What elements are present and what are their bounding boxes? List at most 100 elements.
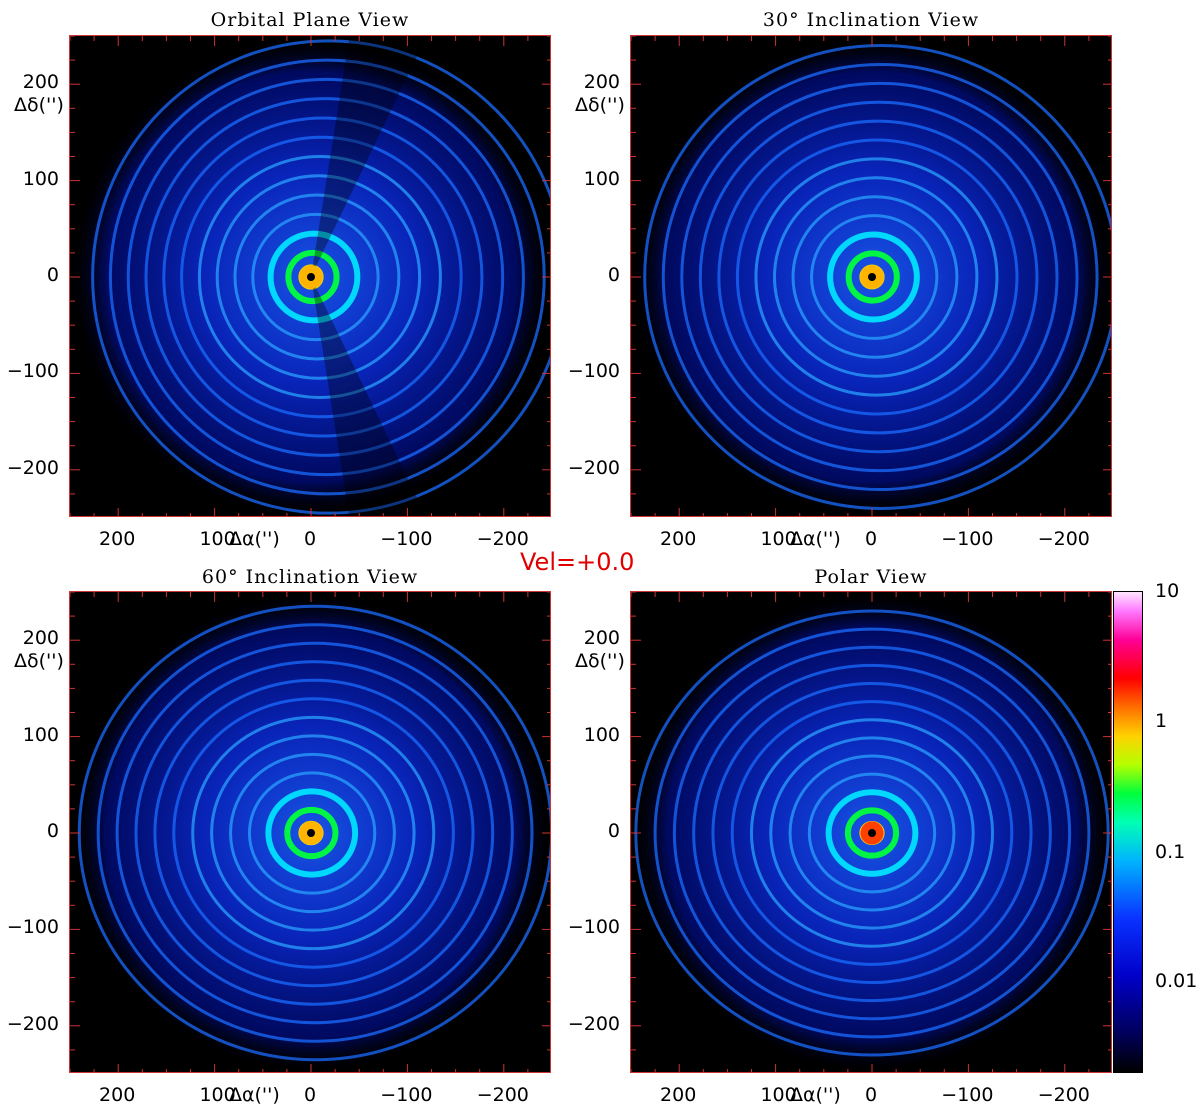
y-tick-label: 0	[607, 820, 620, 842]
x-tick-label: 100	[760, 1084, 797, 1106]
shell-ring	[845, 250, 900, 304]
y-tick-label: 200	[22, 71, 59, 94]
shell-ring	[134, 660, 495, 1006]
shell-ring	[680, 81, 1079, 473]
shell-ring	[91, 39, 550, 515]
plot-area-30deg	[630, 35, 1112, 517]
y-tick-label: 0	[46, 820, 59, 842]
central-hole	[868, 273, 876, 281]
y-tick-label: 200	[583, 627, 620, 650]
shell-ring	[788, 754, 956, 912]
x-tick-label: 100	[760, 528, 797, 550]
x-tick-label: 0	[303, 528, 317, 550]
y-tick-label: −100	[6, 360, 59, 383]
colorbar	[1113, 591, 1143, 1073]
x-tick-label: 0	[864, 1084, 878, 1106]
shell-ring	[215, 174, 422, 380]
x-axis-label: Δα('')	[790, 1084, 841, 1106]
x-tick-label: 0	[864, 528, 878, 550]
shell-ring	[827, 231, 920, 323]
shell-ring	[197, 155, 442, 399]
panel-title-polar: Polar View	[814, 566, 928, 588]
shell-ring	[791, 195, 959, 359]
y-tick-label: −200	[6, 456, 59, 479]
x-tick-label: −200	[1037, 1084, 1090, 1106]
y-tick-label: −100	[6, 916, 59, 939]
y-axis-label: Δδ('')	[575, 650, 625, 672]
shell-ring	[653, 627, 1091, 1039]
shell-ring	[717, 119, 1039, 435]
shell-ring	[844, 807, 900, 859]
shell-ring	[750, 718, 994, 948]
plot-area-polar	[630, 591, 1112, 1073]
y-tick-label: −200	[567, 1012, 620, 1035]
y-tick-label: −200	[567, 456, 620, 479]
y-axis-label: Δδ('')	[14, 650, 64, 672]
x-tick-label: −200	[476, 1084, 529, 1106]
x-axis-label: Δα('')	[790, 528, 841, 550]
x-tick-label: 200	[660, 1084, 697, 1106]
shell-ring	[126, 77, 525, 477]
shell-ring	[267, 230, 361, 324]
shell-ring	[172, 697, 455, 969]
heatmap-30deg	[631, 36, 1111, 516]
shell-ring	[735, 138, 1019, 416]
heatmap-orbital	[70, 36, 550, 516]
colorbar-tick-label: 1	[1155, 710, 1168, 732]
shell-ring	[285, 249, 340, 305]
shell-ring	[825, 789, 919, 877]
y-tick-label: 100	[22, 723, 59, 746]
y-tick-label: 200	[583, 71, 620, 94]
x-tick-label: −100	[380, 528, 433, 550]
shell-ring	[191, 715, 436, 951]
shell-ring	[233, 193, 401, 361]
shell-ring	[730, 700, 1014, 966]
y-tick-label: −100	[567, 360, 620, 383]
heatmap-60deg	[70, 592, 550, 1072]
shell-ring	[153, 678, 475, 988]
x-tick-label: 200	[660, 528, 697, 550]
shell-ring	[115, 641, 514, 1025]
panel-title-60deg: 60° Inclination View	[201, 566, 419, 588]
y-tick-label: 0	[607, 264, 620, 286]
shell-ring	[810, 214, 939, 340]
shell-ring	[251, 212, 380, 342]
shell-ring	[96, 623, 534, 1043]
shell-ring	[661, 62, 1099, 492]
central-hole	[307, 273, 315, 281]
shell-ring	[769, 736, 975, 930]
plot-area-orbital	[69, 35, 551, 517]
central-hole	[868, 829, 876, 837]
y-axis-label: Δδ('')	[14, 94, 64, 116]
x-tick-label: 100	[199, 1084, 236, 1106]
shell-ring	[643, 44, 1111, 510]
x-tick-label: 200	[99, 528, 136, 550]
x-tick-label: 0	[303, 1084, 317, 1106]
x-tick-label: 100	[199, 528, 236, 550]
y-axis-label: Δδ('')	[575, 94, 625, 116]
x-axis-label: Δα('')	[229, 528, 280, 550]
x-tick-label: 200	[99, 1084, 136, 1106]
plot-area-60deg	[69, 591, 551, 1073]
y-tick-label: 100	[583, 167, 620, 190]
colorbar-tick-label: 10	[1155, 580, 1180, 602]
y-tick-label: −200	[6, 1012, 59, 1035]
shell-ring	[692, 663, 1052, 1003]
x-tick-label: −100	[941, 528, 994, 550]
x-axis-label: Δα('')	[229, 1084, 280, 1106]
shell-ring	[180, 135, 463, 419]
colorbar-tick-label: 0.01	[1155, 970, 1198, 992]
shell-ring	[754, 157, 999, 397]
panel-title-30deg: 30° Inclination View	[762, 9, 980, 31]
x-tick-label: −100	[380, 1084, 433, 1106]
shell-ring	[772, 176, 979, 378]
shell-ring	[284, 806, 339, 860]
x-tick-label: −200	[1037, 528, 1090, 550]
y-tick-label: 200	[22, 627, 59, 650]
shadow-wedge	[311, 36, 427, 516]
shell-ring	[144, 97, 505, 457]
shell-ring	[229, 752, 396, 914]
shell-ring	[247, 771, 377, 895]
y-tick-label: 100	[583, 723, 620, 746]
shell-ring	[807, 772, 937, 894]
